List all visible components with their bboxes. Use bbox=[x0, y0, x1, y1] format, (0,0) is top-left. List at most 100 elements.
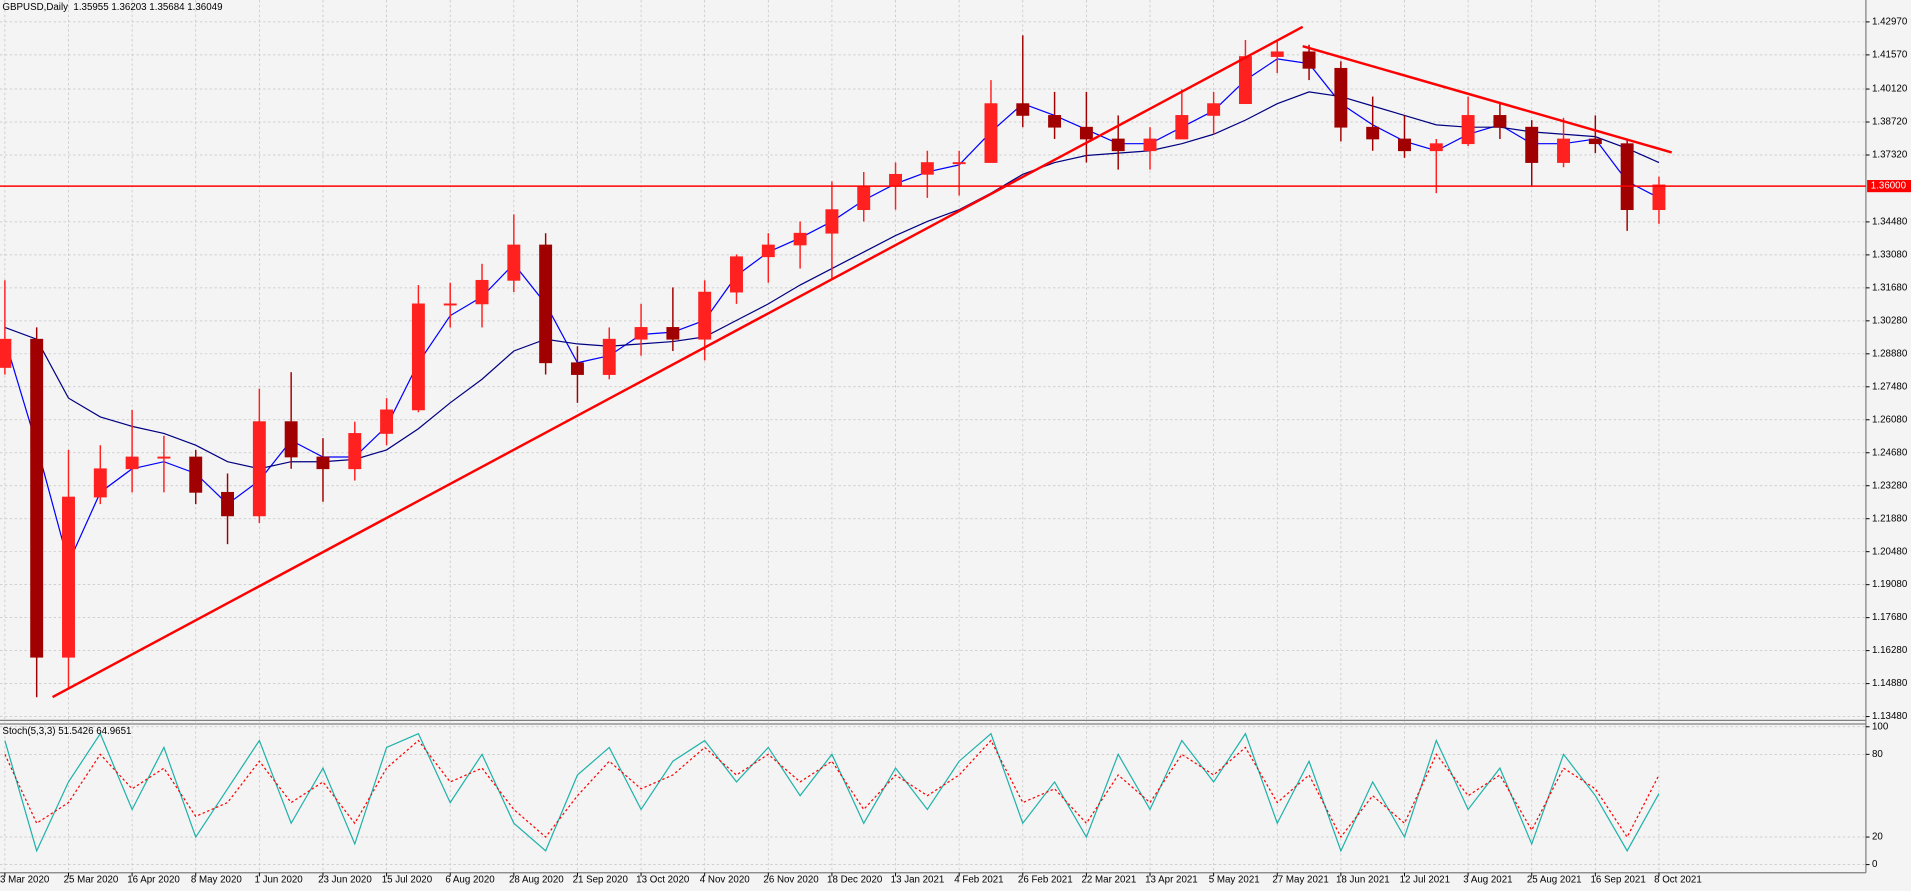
candle-body bbox=[316, 456, 330, 470]
y-tick-label: 1.17680 bbox=[1872, 612, 1908, 623]
candle-body bbox=[1493, 115, 1507, 128]
trend-line bbox=[52, 25, 1304, 699]
candle-body bbox=[1620, 143, 1634, 211]
candle-body bbox=[221, 491, 234, 517]
candle-body bbox=[380, 409, 394, 434]
candle-body bbox=[952, 162, 966, 165]
x-tick-label: 4 Feb 2021 bbox=[954, 875, 1003, 886]
y-tick-label: 1.27480 bbox=[1872, 381, 1908, 392]
x-tick-label: 25 Aug 2021 bbox=[1527, 875, 1582, 886]
y-tick-label: 1.42970 bbox=[1872, 16, 1908, 27]
x-tick-label: 5 May 2021 bbox=[1209, 875, 1260, 886]
candle-body bbox=[1048, 115, 1062, 128]
candle-body bbox=[189, 456, 203, 493]
candle-body bbox=[443, 303, 457, 306]
candle-body bbox=[1557, 138, 1570, 163]
y-tick-label: 1.41570 bbox=[1872, 49, 1908, 60]
candle-body bbox=[348, 433, 362, 470]
candle-body bbox=[1143, 138, 1157, 152]
x-tick-label: 13 Apr 2021 bbox=[1145, 875, 1198, 886]
x-tick-label: 8 Oct 2021 bbox=[1654, 875, 1702, 886]
candle-body bbox=[666, 327, 680, 340]
y-tick-label: 1.19080 bbox=[1872, 579, 1908, 590]
y-tick-label: 1.21880 bbox=[1872, 513, 1908, 524]
candle-body bbox=[1398, 138, 1411, 152]
candle-body bbox=[93, 468, 107, 498]
x-tick-label: 15 Jul 2020 bbox=[382, 875, 433, 886]
candle-body bbox=[793, 232, 807, 246]
price-label: 1.36000 bbox=[1871, 181, 1907, 192]
candle-body bbox=[507, 244, 521, 281]
candle-body bbox=[411, 303, 425, 411]
y-tick-label: 1.31680 bbox=[1872, 282, 1908, 293]
candle-body bbox=[1207, 103, 1221, 116]
candle-body bbox=[1525, 126, 1539, 163]
y-tick-label: 80 bbox=[1872, 749, 1883, 760]
candle-body bbox=[634, 327, 648, 340]
x-tick-label: 6 Aug 2020 bbox=[445, 875, 495, 886]
candle-body bbox=[889, 173, 902, 187]
candle-body bbox=[284, 421, 298, 458]
y-tick-label: 1.30280 bbox=[1872, 315, 1908, 326]
y-tick-label: 1.24680 bbox=[1872, 447, 1908, 458]
candle-body bbox=[825, 209, 839, 234]
x-tick-label: 27 May 2021 bbox=[1272, 875, 1328, 886]
indicator-title: Stoch(5,3,3) 51.5426 64.9651 bbox=[2, 726, 131, 737]
x-tick-label: 25 Mar 2020 bbox=[64, 875, 119, 886]
y-tick-label: 1.13480 bbox=[1872, 711, 1908, 722]
x-tick-label: 23 Jun 2020 bbox=[318, 875, 372, 886]
y-tick-label: 1.33080 bbox=[1872, 249, 1908, 260]
y-tick-label: 1.20480 bbox=[1872, 546, 1908, 557]
candle-body bbox=[1461, 115, 1475, 145]
x-tick-label: 12 Jul 2021 bbox=[1400, 875, 1450, 886]
candle-body bbox=[920, 162, 934, 175]
x-tick-label: 13 Oct 2020 bbox=[636, 875, 690, 886]
candle-body bbox=[125, 456, 139, 470]
axes: 3 Mar 2020 25 Mar 2020 16 Apr 2020 8 May 20… bbox=[0, 16, 1911, 886]
marks bbox=[0, 25, 1866, 853]
candle-body bbox=[1111, 138, 1125, 152]
candle-body bbox=[602, 338, 616, 375]
candle-body bbox=[1652, 184, 1666, 211]
indicator-line bbox=[4, 739, 1660, 839]
x-tick-label: 22 Mar 2021 bbox=[1082, 875, 1137, 886]
x-tick-label: 8 May 2020 bbox=[191, 875, 243, 886]
y-tick-label: 20 bbox=[1872, 832, 1883, 843]
y-tick-label: 1.38720 bbox=[1872, 117, 1908, 128]
candle-body bbox=[857, 185, 871, 211]
candle-body bbox=[1238, 56, 1252, 105]
indicator-line bbox=[4, 732, 1660, 853]
x-tick-label: 3 Mar 2020 bbox=[0, 875, 50, 886]
candle-body bbox=[1302, 51, 1316, 69]
y-tick-label: 1.28880 bbox=[1872, 348, 1908, 359]
y-tick-label: 1.40120 bbox=[1872, 84, 1908, 95]
candle-body bbox=[1366, 126, 1380, 140]
x-tick-label: 26 Nov 2020 bbox=[763, 875, 819, 886]
trend-line bbox=[1302, 44, 1673, 154]
y-tick-label: 1.16280 bbox=[1872, 645, 1908, 656]
candle-body bbox=[984, 103, 998, 163]
x-tick-label: 26 Feb 2021 bbox=[1018, 875, 1073, 886]
x-tick-label: 4 Nov 2020 bbox=[700, 875, 750, 886]
y-tick-label: 100 bbox=[1872, 721, 1889, 732]
candle-body bbox=[157, 456, 171, 459]
y-tick-label: 0 bbox=[1872, 859, 1878, 870]
x-tick-label: 1 Jun 2020 bbox=[254, 875, 303, 886]
y-tick-label: 1.14880 bbox=[1872, 678, 1908, 689]
candle-body bbox=[1016, 103, 1030, 116]
candle-body bbox=[30, 338, 44, 658]
x-tick-label: 18 Dec 2020 bbox=[827, 875, 883, 886]
candle-body bbox=[1429, 143, 1443, 152]
y-tick-label: 1.37320 bbox=[1872, 150, 1908, 161]
x-tick-label: 18 Jun 2021 bbox=[1336, 875, 1390, 886]
x-tick-label: 13 Jan 2021 bbox=[891, 875, 945, 886]
candle-body bbox=[62, 496, 75, 658]
candle-body bbox=[1175, 115, 1189, 140]
x-tick-label: 28 Aug 2020 bbox=[509, 875, 564, 886]
candle-body bbox=[252, 421, 266, 517]
candle-body bbox=[1079, 126, 1093, 140]
candle-body bbox=[539, 244, 553, 364]
candle-body bbox=[1334, 67, 1348, 128]
